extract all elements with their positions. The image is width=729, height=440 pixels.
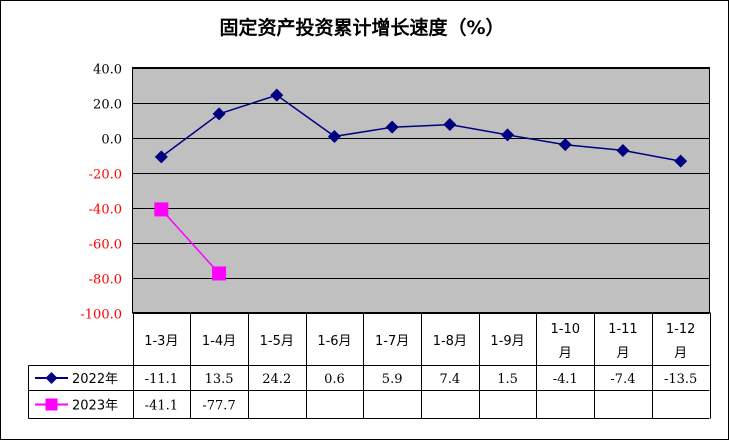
y-tick-label: -80.0 [89, 273, 122, 288]
legend-marker [45, 398, 58, 411]
legend-label: 2023年 [72, 399, 118, 414]
x-tick-label: 1-4月 [202, 334, 236, 349]
x-tick-label: 1-11 [608, 322, 638, 337]
table-cell: 24.2 [262, 372, 291, 387]
data-point [616, 143, 630, 157]
x-tick-label: 1-7月 [375, 334, 409, 349]
data-point [212, 266, 227, 281]
legend-label: 2022年 [72, 372, 118, 387]
table-cell: 5.9 [382, 372, 403, 387]
data-point [385, 120, 399, 134]
x-tick-label: 月 [559, 346, 572, 361]
x-tick-label: 1-12 [666, 322, 696, 337]
x-tick-label: 1-6月 [317, 334, 351, 349]
series-line [160, 94, 681, 162]
data-point [212, 107, 226, 121]
y-tick-label: -40.0 [89, 203, 122, 218]
x-tick-label: 1-8月 [433, 334, 467, 349]
x-tick-label: 1-10 [550, 322, 580, 337]
x-tick-label: 月 [674, 346, 687, 361]
data-point [270, 88, 284, 102]
y-tick-label: 40.0 [93, 63, 122, 78]
y-tick-label: -20.0 [89, 168, 122, 183]
legend-marker [45, 372, 58, 384]
y-tick-label: 20.0 [93, 98, 122, 113]
table-cell: 1.5 [497, 372, 518, 387]
table-cell: -4.1 [553, 372, 578, 387]
x-tick-label: 月 [616, 346, 629, 361]
table-cell: -7.4 [610, 372, 635, 387]
table-cell: -11.1 [145, 372, 178, 387]
data-point [154, 150, 168, 164]
plot-area [132, 67, 710, 313]
data-point [154, 202, 169, 217]
x-tick-label: 1-5月 [260, 334, 294, 349]
table-cell: 0.6 [324, 372, 345, 387]
x-tick-label: 1-3月 [144, 334, 178, 349]
chart-title: 固定资产投资累计增长速度（%） [219, 16, 504, 39]
data-point [443, 118, 457, 132]
data-point [327, 129, 341, 143]
y-tick-label: -100.0 [80, 308, 122, 323]
data-point [501, 128, 515, 142]
table-cell: 13.5 [205, 372, 234, 387]
table-cell: -77.7 [202, 399, 235, 414]
series-layer [154, 88, 688, 281]
gridlines [132, 68, 710, 314]
table-cell: 7.4 [440, 372, 461, 387]
table-cell: -13.5 [664, 372, 697, 387]
y-tick-label: -60.0 [89, 238, 122, 253]
x-tick-label: 1-9月 [490, 334, 524, 349]
data-point [674, 154, 688, 168]
series-line [160, 208, 220, 275]
y-tick-label: 0.0 [101, 133, 122, 148]
table-cell: -41.1 [145, 399, 178, 414]
data-table: 1-3月 1-4月 1-5月 1-6月 1-7月 1-8月 1-9月 1-10 月 1-11 月 1-… [28, 312, 711, 419]
y-axis: 40.0 20.0 0.0 -20.0 -40.0 -60.0 -80.0 -100.0 [80, 63, 122, 323]
data-point [558, 138, 572, 152]
